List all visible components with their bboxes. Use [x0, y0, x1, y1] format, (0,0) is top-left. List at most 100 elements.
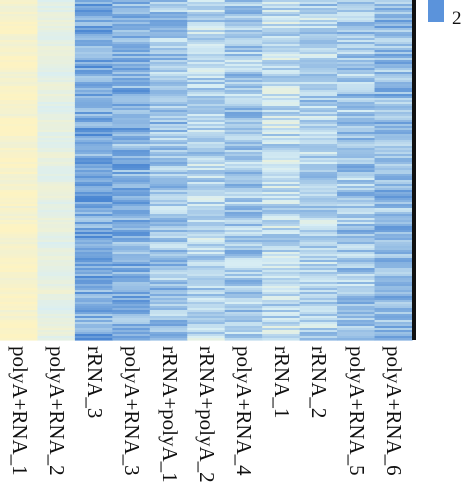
- heatmap-cell: [262, 250, 301, 253]
- heatmap-cell: [0, 62, 39, 65]
- heatmap-cell: [74, 48, 113, 51]
- heatmap-cell: [112, 326, 151, 329]
- heatmap-cell: [224, 150, 263, 153]
- heatmap-cell: [262, 222, 301, 225]
- heatmap-cell: [262, 48, 301, 51]
- heatmap-cell: [224, 286, 263, 289]
- heatmap-cell: [187, 298, 226, 301]
- heatmap-cell: [0, 260, 39, 263]
- heatmap-cell: [224, 28, 263, 31]
- heatmap-cell: [74, 268, 113, 271]
- heatmap-cell: [262, 306, 301, 309]
- heatmap-cell: [149, 278, 188, 281]
- heatmap-cell: [262, 276, 301, 279]
- heatmap-cell: [149, 60, 188, 63]
- heatmap-cell: [112, 332, 151, 335]
- heatmap-cell: [262, 172, 301, 175]
- heatmap-cell: [299, 122, 338, 125]
- heatmap-cell: [112, 220, 151, 223]
- heatmap-cell: [187, 248, 226, 251]
- heatmap-cell: [262, 182, 301, 185]
- heatmap-cell: [337, 86, 376, 89]
- heatmap-cell: [149, 298, 188, 301]
- heatmap-cell: [187, 240, 226, 243]
- heatmap-cell: [112, 70, 151, 73]
- heatmap-cell: [337, 334, 376, 337]
- heatmap-cell: [112, 112, 151, 115]
- heatmap-cell: [187, 152, 226, 155]
- heatmap-cell: [149, 28, 188, 31]
- heatmap-cell: [0, 180, 39, 183]
- heatmap-cell: [262, 128, 301, 131]
- heatmap-cell: [224, 34, 263, 37]
- heatmap-cell: [224, 224, 263, 227]
- heatmap-cell: [299, 150, 338, 153]
- heatmap-cell: [0, 196, 39, 199]
- heatmap-cell: [374, 32, 413, 35]
- heatmap-cell: [224, 188, 263, 191]
- heatmap-cell: [224, 216, 263, 219]
- heatmap-cell: [112, 304, 151, 307]
- heatmap-cell: [337, 150, 376, 153]
- heatmap-cell: [112, 240, 151, 243]
- heatmap-cell: [149, 266, 188, 269]
- heatmap-cell: [74, 290, 113, 293]
- heatmap-cell: [187, 82, 226, 85]
- column-label: polyA+RNA_1: [7, 346, 32, 476]
- heatmap-cell: [374, 28, 413, 31]
- heatmap-cell: [187, 308, 226, 311]
- heatmap-cell: [224, 194, 263, 197]
- heatmap-cell: [37, 196, 76, 199]
- heatmap-cell: [337, 210, 376, 213]
- heatmap-cell: [112, 318, 151, 321]
- heatmap-cell: [112, 74, 151, 77]
- heatmap-cell: [74, 102, 113, 105]
- heatmap-cell: [112, 276, 151, 279]
- heatmap-cell: [337, 276, 376, 279]
- heatmap-cell: [74, 192, 113, 195]
- heatmap-cell: [37, 120, 76, 123]
- heatmap-cell: [112, 266, 151, 269]
- heatmap-cell: [337, 60, 376, 63]
- heatmap-cell: [299, 26, 338, 29]
- heatmap-cell: [262, 176, 301, 179]
- heatmap-cell: [374, 44, 413, 47]
- heatmap-cell: [74, 100, 113, 103]
- heatmap-cell: [224, 208, 263, 211]
- heatmap-cell: [149, 190, 188, 193]
- heatmap-cell: [337, 180, 376, 183]
- heatmap-cell: [299, 68, 338, 71]
- heatmap-cell: [37, 168, 76, 171]
- heatmap-cell: [262, 178, 301, 181]
- heatmap-cell: [262, 118, 301, 121]
- heatmap-cell: [262, 32, 301, 35]
- heatmap-cell: [187, 296, 226, 299]
- heatmap-cell: [149, 208, 188, 211]
- heatmap-cell: [262, 210, 301, 213]
- heatmap-cell: [112, 308, 151, 311]
- heatmap-cell: [299, 136, 338, 139]
- heatmap-cell: [0, 86, 39, 89]
- heatmap-cell: [224, 96, 263, 99]
- heatmap-cell: [0, 276, 39, 279]
- heatmap-cell: [74, 172, 113, 175]
- heatmap-cell: [187, 58, 226, 61]
- heatmap-cell: [187, 198, 226, 201]
- heatmap-cell: [299, 248, 338, 251]
- heatmap-cell: [37, 212, 76, 215]
- heatmap-cell: [0, 280, 39, 283]
- heatmap-cell: [262, 114, 301, 117]
- heatmap-cell: [187, 224, 226, 227]
- heatmap-cell: [224, 44, 263, 47]
- heatmap-cell: [0, 166, 39, 169]
- heatmap-cell: [149, 122, 188, 125]
- heatmap-cell: [0, 88, 39, 91]
- heatmap-cell: [299, 312, 338, 315]
- heatmap-cell: [112, 42, 151, 45]
- heatmap-cell: [149, 66, 188, 69]
- heatmap-cell: [262, 50, 301, 53]
- heatmap-cell: [374, 14, 413, 17]
- heatmap-cell: [337, 188, 376, 191]
- heatmap-cell: [374, 160, 413, 163]
- heatmap-cell: [224, 232, 263, 235]
